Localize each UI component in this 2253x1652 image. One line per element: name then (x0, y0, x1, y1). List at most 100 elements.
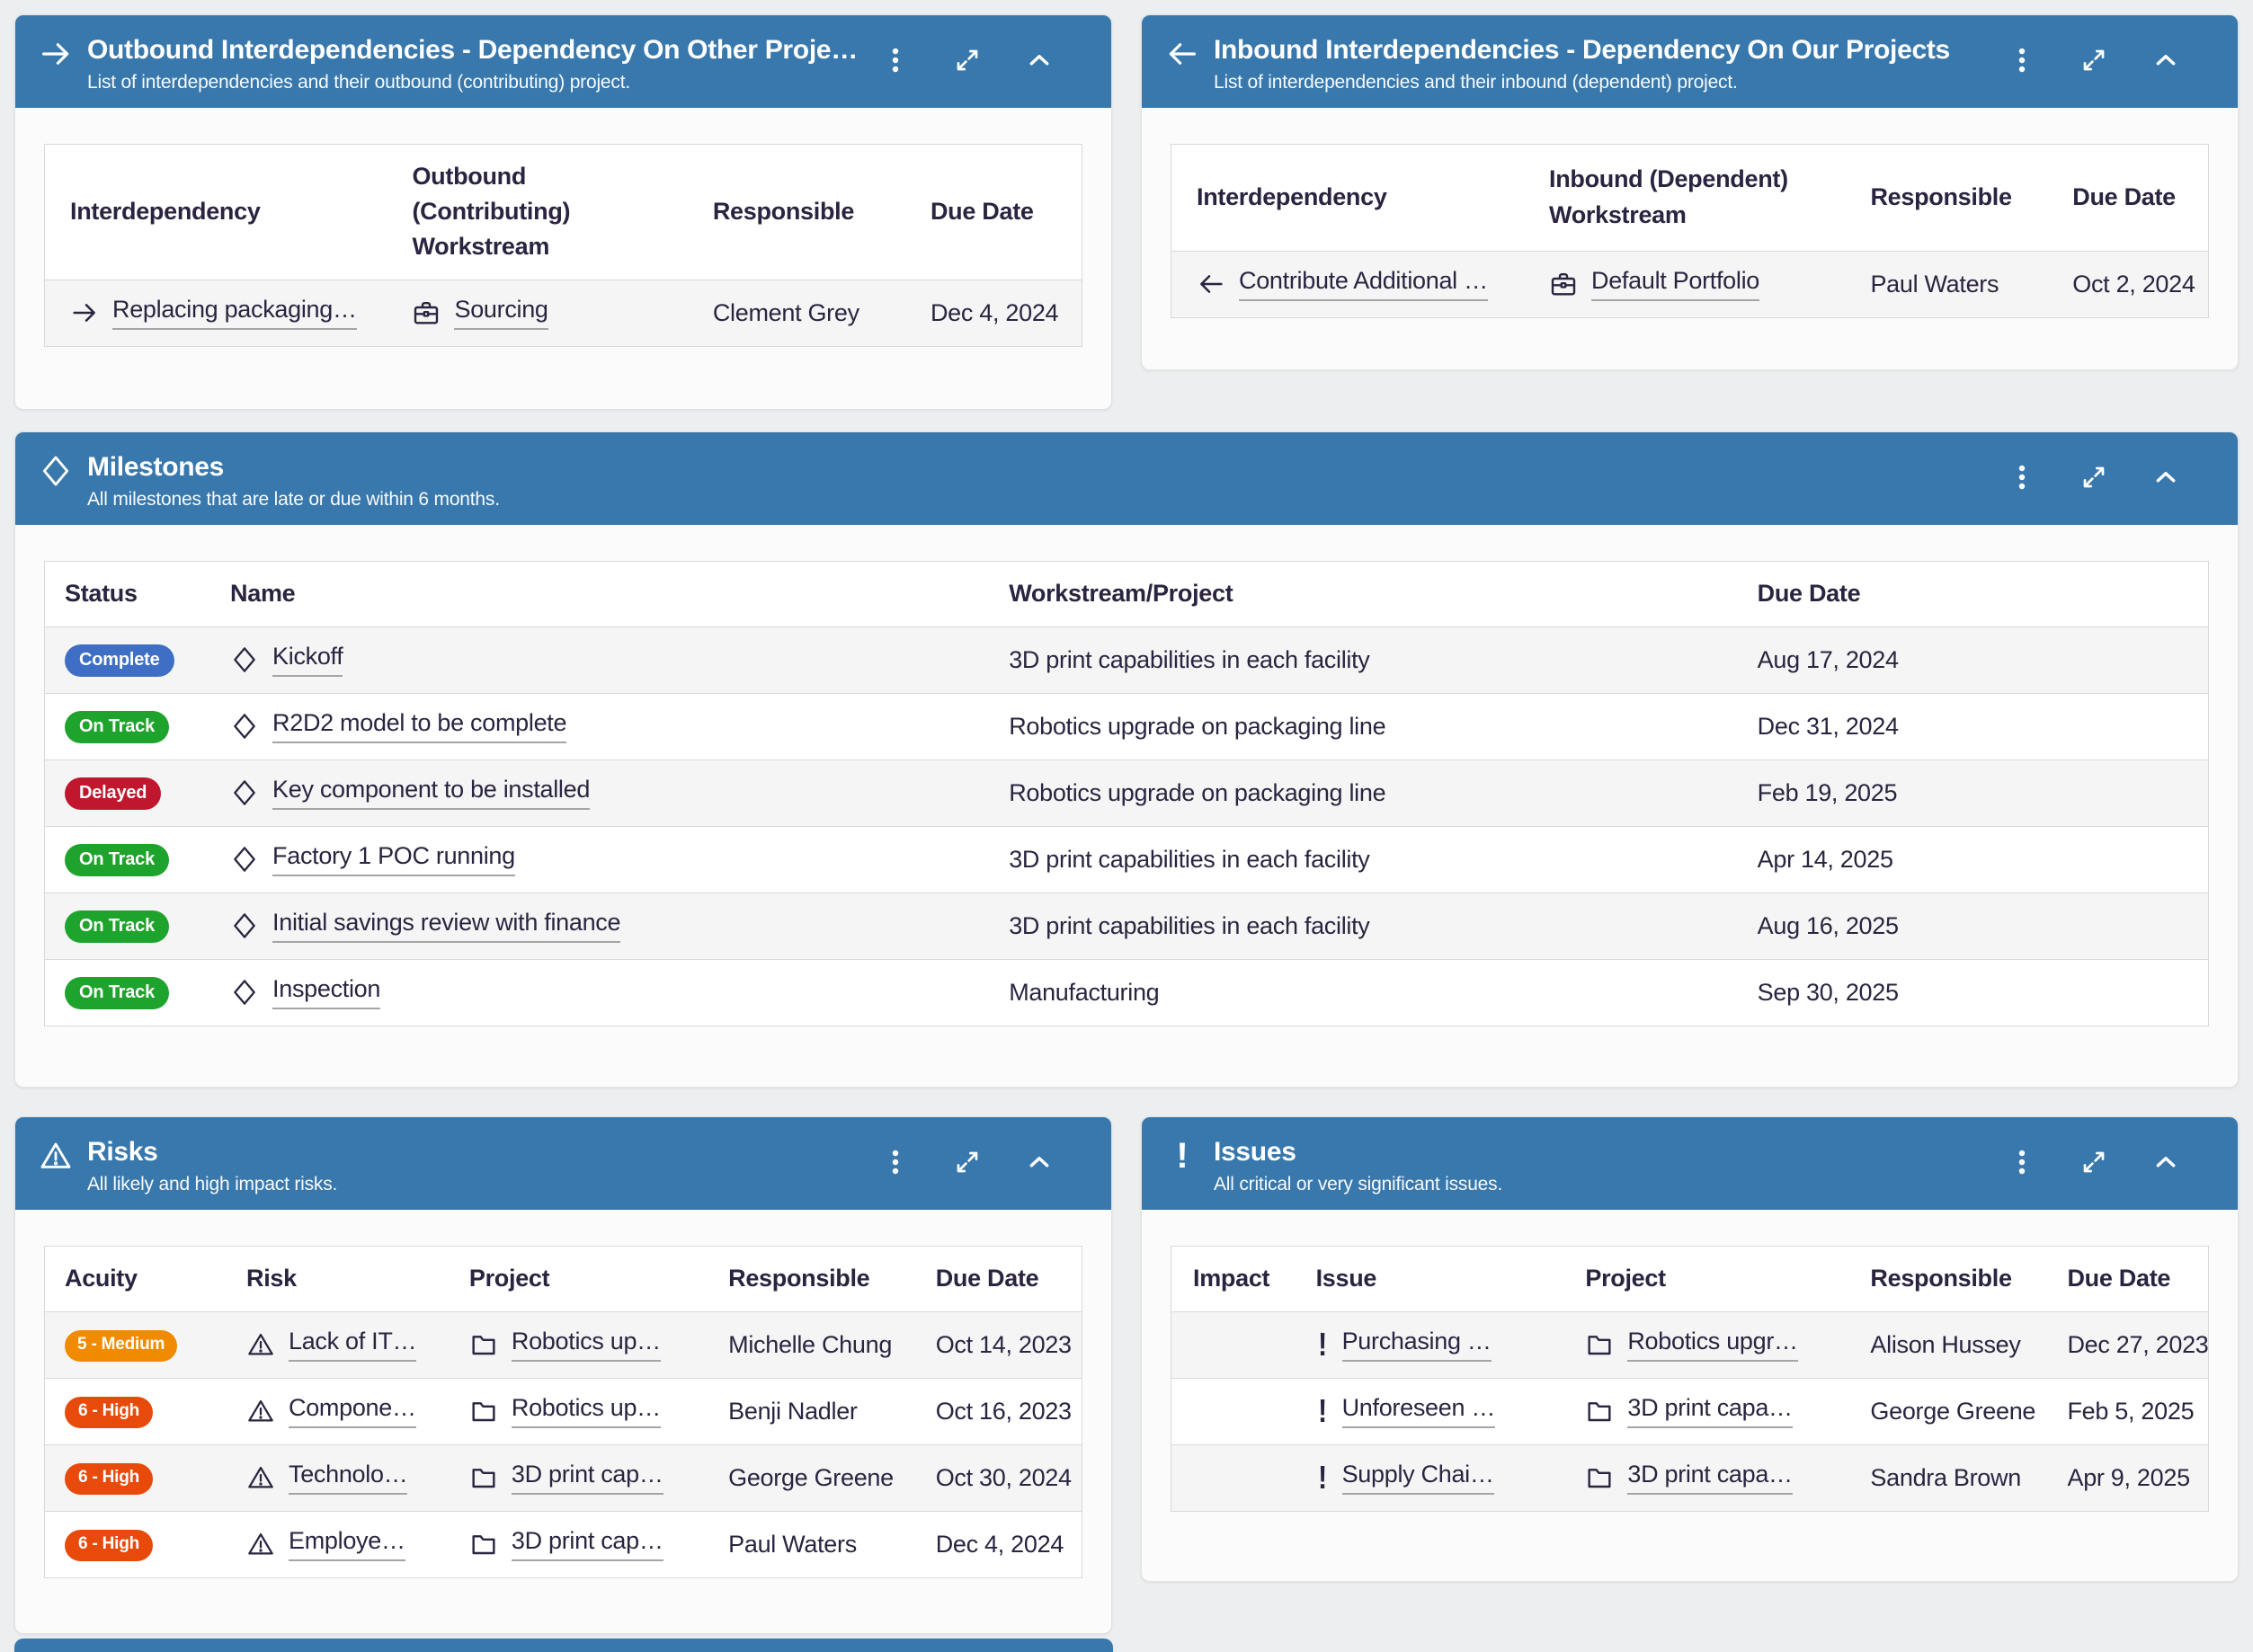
table-row: ! Unforeseen … 3D print capa… George Gree… (1171, 1377, 2208, 1444)
interdependency-link[interactable]: Replacing packaging… (112, 296, 357, 330)
warning-triangle-icon (39, 1139, 73, 1173)
diamond-icon (230, 645, 259, 674)
collapse-button[interactable] (2151, 463, 2180, 492)
issues-table: Impact Issue Project Responsible Due Dat… (1171, 1245, 2209, 1512)
due-date-cell: Oct 16, 2023 (935, 1397, 1072, 1425)
table-row: Delayed Key component to be installed Ro… (45, 759, 2208, 826)
bottom-row: Risks All likely and high impact risks. … (14, 1116, 2239, 1634)
due-date-cell: Oct 30, 2024 (935, 1463, 1072, 1491)
issue-link[interactable]: Purchasing … (1341, 1328, 1492, 1362)
table-row: On Track Factory 1 POC running 3D print … (45, 825, 2208, 893)
panel-outbound-interdependencies: Outbound Interdependencies - Dependency … (14, 14, 1112, 410)
table-row: 6 - High Compone… Robotics up… Benji Nad… (45, 1377, 1082, 1444)
panel-header-issues: ! Issues All critical or very significan… (1142, 1117, 2238, 1210)
project-link[interactable]: Robotics upgr… (1627, 1328, 1798, 1362)
milestone-link[interactable]: R2D2 model to be complete (272, 709, 567, 743)
acuity-badge: 6 - High (65, 1463, 154, 1495)
milestone-link[interactable]: Kickoff (272, 643, 343, 677)
workstream-cell: 3D print capabilities in each facility (1009, 845, 1370, 873)
responsible-cell: Benji Nadler (728, 1397, 858, 1425)
expand-button[interactable] (2079, 46, 2108, 75)
expand-button[interactable] (2079, 463, 2108, 492)
workstream-cell: Robotics upgrade on packaging line (1009, 712, 1386, 740)
panel-title: Risks (87, 1137, 158, 1167)
expand-button[interactable] (2079, 1148, 2108, 1177)
panel-milestones: Milestones All milestones that are late … (14, 431, 2239, 1088)
panel-header-milestones: Milestones All milestones that are late … (15, 432, 2238, 525)
milestone-link[interactable]: Initial savings review with finance (272, 909, 621, 943)
column-header-interdependency: Interdependency (70, 198, 261, 225)
table-row: On Track Initial savings review with fin… (45, 892, 2208, 959)
milestone-link[interactable]: Key component to be installed (272, 776, 590, 810)
collapse-button[interactable] (2151, 46, 2180, 75)
panel-header-outbound: Outbound Interdependencies - Dependency … (15, 15, 1111, 108)
collapse-button[interactable] (1025, 1148, 1054, 1177)
risk-link[interactable]: Compone… (289, 1394, 416, 1428)
folder-icon (469, 1463, 498, 1492)
exclamation-icon: ! (1176, 1136, 1189, 1176)
issue-link[interactable]: Unforeseen … (1341, 1394, 1495, 1428)
workstream-link[interactable]: Default Portfolio (1591, 267, 1759, 301)
table-row: 5 - Medium Lack of IT… Robotics up… Mich… (45, 1310, 1082, 1378)
panel-subtitle: List of interdependencies and their outb… (87, 71, 630, 93)
risk-link[interactable]: Lack of IT… (289, 1328, 417, 1362)
column-header-workstream-project: Workstream/Project (1009, 580, 1233, 607)
table-row: 6 - High Technolo… 3D print cap… George … (45, 1443, 1082, 1511)
project-link[interactable]: 3D print cap… (511, 1461, 663, 1495)
project-link[interactable]: 3D print capa… (1627, 1461, 1793, 1495)
panel-controls (881, 46, 1090, 75)
project-link[interactable]: Robotics up… (511, 1394, 661, 1428)
folder-icon (1585, 1330, 1614, 1359)
project-link[interactable]: 3D print capa… (1627, 1394, 1793, 1428)
top-row: Outbound Interdependencies - Dependency … (14, 14, 2239, 410)
panel-controls (2008, 1148, 2216, 1177)
risk-link[interactable]: Employe… (289, 1527, 405, 1561)
workstream-link[interactable]: Sourcing (454, 296, 548, 330)
table-header-row: Impact Issue Project Responsible Due Dat… (1171, 1247, 2208, 1311)
outbound-table: Interdependency Outbound (Contributing) … (44, 143, 1082, 347)
column-header-responsible: Responsible (712, 198, 855, 225)
issue-link[interactable]: Supply Chai… (1341, 1461, 1494, 1495)
column-header-due-date: Due Date (2067, 1265, 2171, 1292)
project-link[interactable]: Robotics up… (511, 1328, 661, 1362)
diamond-icon (230, 978, 259, 1007)
kebab-menu-button[interactable] (2008, 1148, 2036, 1177)
exclamation-icon: ! (1317, 1326, 1327, 1363)
expand-button[interactable] (953, 46, 982, 75)
expand-button[interactable] (953, 1148, 982, 1177)
kebab-menu-button[interactable] (2008, 463, 2036, 492)
kebab-menu-button[interactable] (881, 1148, 910, 1177)
project-link[interactable]: 3D print cap… (511, 1527, 663, 1561)
table-row: ! Supply Chai… 3D print capa… Sandra Brow… (1171, 1443, 2208, 1511)
column-header-acuity: Acuity (65, 1265, 138, 1292)
milestone-link[interactable]: Factory 1 POC running (272, 842, 515, 876)
responsible-cell: Paul Waters (1870, 270, 1999, 298)
status-badge: On Track (65, 843, 169, 876)
table-header-row: Status Name Workstream/Project Due Date (45, 562, 2208, 626)
panel-title: Milestones (87, 452, 225, 482)
panel-controls (2008, 463, 2216, 492)
table-row: Contribute Additional … Default Portfoli… (1171, 250, 2208, 317)
arrow-right-icon (70, 298, 99, 327)
interdependency-link[interactable]: Contribute Additional … (1239, 267, 1488, 301)
table-header-row: Interdependency Outbound (Contributing) … (45, 145, 1082, 280)
kebab-menu-button[interactable] (881, 46, 910, 75)
briefcase-icon (1549, 270, 1578, 298)
warning-triangle-icon (246, 1397, 275, 1426)
due-date-cell: Aug 16, 2025 (1757, 911, 1899, 939)
collapse-button[interactable] (1025, 46, 1054, 75)
panel-title: Outbound Interdependencies - Dependency … (87, 35, 858, 65)
milestone-link[interactable]: Inspection (272, 975, 380, 1009)
kebab-menu-button[interactable] (2008, 46, 2036, 75)
responsible-cell: Alison Hussey (1870, 1330, 2021, 1358)
panel-subtitle: All milestones that are late or due with… (87, 488, 500, 510)
diamond-icon (230, 778, 259, 807)
collapse-button[interactable] (2151, 1148, 2180, 1177)
diamond-icon (39, 454, 73, 488)
risk-link[interactable]: Technolo… (289, 1461, 408, 1495)
panel-subtitle: All likely and high impact risks. (87, 1173, 338, 1195)
status-badge: On Track (65, 710, 169, 743)
workstream-cell: 3D print capabilities in each facility (1009, 911, 1370, 939)
due-date-cell: Feb 19, 2025 (1757, 778, 1898, 806)
due-date-cell: Apr 9, 2025 (2067, 1463, 2190, 1491)
